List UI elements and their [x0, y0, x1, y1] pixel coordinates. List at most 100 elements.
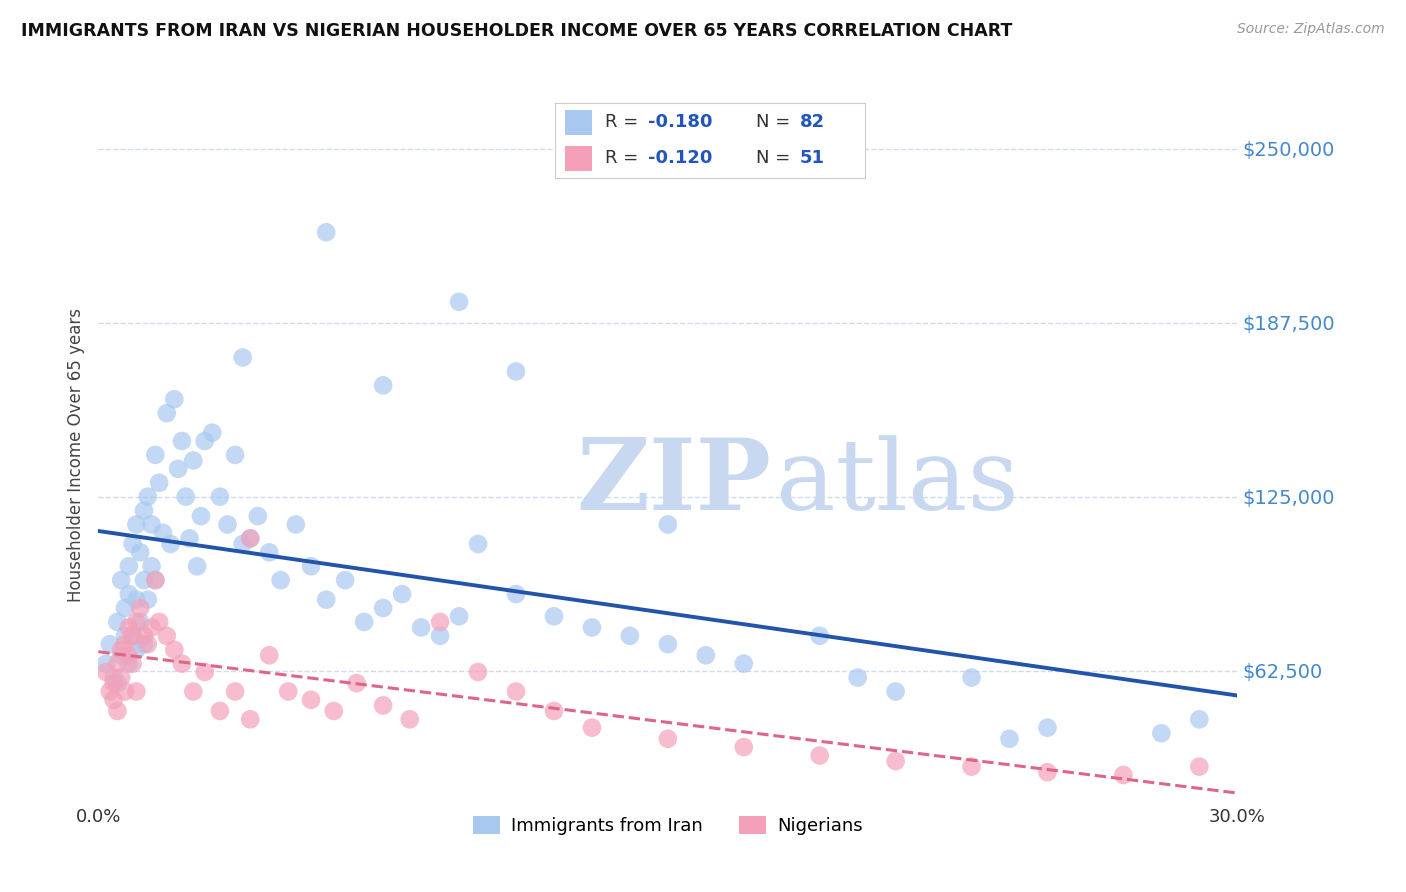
Point: [132, 573, 155, 587]
Point: [505, 684, 527, 698]
Point: [183, 684, 205, 698]
Point: [107, 676, 129, 690]
Point: [411, 620, 433, 634]
Point: [657, 517, 679, 532]
Point: [315, 592, 337, 607]
Point: [1112, 768, 1135, 782]
Point: [163, 392, 186, 407]
Point: [619, 629, 641, 643]
Point: [103, 676, 125, 690]
Point: [884, 754, 907, 768]
Point: [808, 629, 831, 643]
Text: 51: 51: [800, 149, 825, 167]
Point: [132, 629, 155, 643]
Point: [110, 648, 132, 663]
Point: [183, 453, 205, 467]
Point: [132, 503, 155, 517]
Point: [449, 609, 471, 624]
Point: [141, 517, 163, 532]
Point: [125, 592, 148, 607]
Point: [371, 378, 394, 392]
Point: [125, 517, 148, 532]
Point: [239, 532, 262, 546]
Point: [299, 559, 322, 574]
Text: R =: R =: [605, 149, 644, 167]
Point: [114, 601, 136, 615]
Point: [194, 665, 217, 679]
Point: [118, 587, 141, 601]
Point: [371, 698, 394, 713]
Point: [335, 573, 357, 587]
Point: [429, 629, 451, 643]
Point: [299, 693, 322, 707]
Point: [277, 684, 299, 698]
Point: [429, 615, 451, 629]
Point: [208, 490, 231, 504]
Point: [103, 671, 125, 685]
Point: [170, 657, 193, 671]
Point: [121, 657, 143, 671]
Point: [657, 637, 679, 651]
Point: [232, 537, 254, 551]
Point: [125, 642, 148, 657]
Text: ZIP: ZIP: [576, 434, 772, 532]
Point: [110, 642, 132, 657]
Point: [1036, 721, 1059, 735]
Point: [98, 637, 121, 651]
Point: [167, 462, 190, 476]
Point: [224, 448, 246, 462]
Point: [118, 648, 141, 663]
Point: [145, 448, 167, 462]
Point: [186, 559, 208, 574]
Point: [259, 545, 281, 559]
Point: [505, 587, 527, 601]
Point: [449, 294, 471, 309]
Point: [398, 712, 420, 726]
Point: [156, 406, 179, 420]
Point: [121, 629, 143, 643]
Point: [107, 615, 129, 629]
Point: [371, 601, 394, 615]
Point: [224, 684, 246, 698]
Y-axis label: Householder Income Over 65 years: Householder Income Over 65 years: [66, 308, 84, 602]
Point: [129, 545, 152, 559]
Point: [107, 704, 129, 718]
Point: [148, 615, 170, 629]
Legend: Immigrants from Iran, Nigerians: Immigrants from Iran, Nigerians: [465, 809, 870, 842]
Point: [152, 525, 174, 540]
Point: [156, 629, 179, 643]
Point: [129, 601, 152, 615]
Point: [121, 629, 143, 643]
Point: [136, 637, 159, 651]
Point: [1188, 759, 1211, 773]
Point: [98, 684, 121, 698]
Point: [170, 434, 193, 448]
Point: [581, 620, 603, 634]
Point: [346, 676, 368, 690]
Point: [657, 731, 679, 746]
Point: [467, 537, 489, 551]
Point: [194, 434, 217, 448]
Point: [148, 475, 170, 490]
Point: [581, 721, 603, 735]
Text: IMMIGRANTS FROM IRAN VS NIGERIAN HOUSEHOLDER INCOME OVER 65 YEARS CORRELATION CH: IMMIGRANTS FROM IRAN VS NIGERIAN HOUSEHO…: [21, 22, 1012, 40]
Text: -0.180: -0.180: [648, 113, 713, 131]
Point: [391, 587, 413, 601]
FancyBboxPatch shape: [565, 111, 592, 136]
Point: [145, 573, 167, 587]
Point: [201, 425, 224, 440]
Point: [1150, 726, 1173, 740]
FancyBboxPatch shape: [565, 145, 592, 171]
Point: [239, 532, 262, 546]
Point: [315, 225, 337, 239]
Point: [103, 693, 125, 707]
Point: [179, 532, 201, 546]
Point: [114, 637, 136, 651]
Point: [94, 665, 117, 679]
Point: [132, 637, 155, 651]
Point: [118, 559, 141, 574]
Point: [190, 509, 212, 524]
Point: [467, 665, 489, 679]
Point: [246, 509, 269, 524]
Point: [129, 615, 152, 629]
